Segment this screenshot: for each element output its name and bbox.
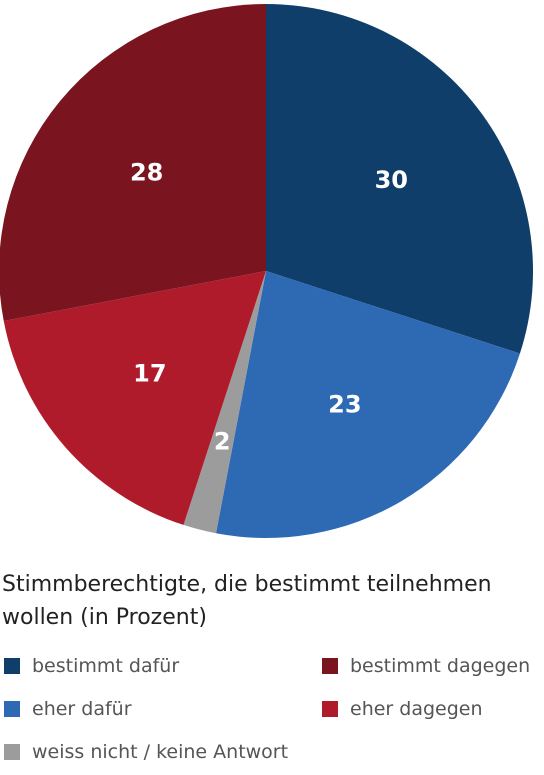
- pie-slices: [0, 4, 533, 538]
- legend-item-bestimmt-dagegen: bestimmt dagegen: [322, 655, 530, 677]
- pie-slice-eher-dafuer: [215, 271, 520, 538]
- pie-value-label-eher-dafuer: 23: [328, 390, 361, 418]
- pie-value-label-weiss-nicht-keine-antwort: 2: [214, 428, 231, 456]
- legend-item-eher-dagegen: eher dagegen: [322, 698, 483, 720]
- pie-slice-eher-dagegen: [3, 271, 266, 525]
- legend-swatch: [4, 658, 20, 674]
- pie-slice-weiss-nicht-keine-antwort: [183, 271, 266, 534]
- chart-legend: bestimmt dafür bestimmt dagegen eher daf…: [0, 650, 544, 770]
- pie-value-label-eher-dagegen: 17: [133, 359, 166, 387]
- pie-slice-bestimmt-dafuer: [266, 4, 533, 354]
- chart-caption: Stimmberechtigte, die bestimmt teilnehme…: [2, 572, 492, 630]
- legend-swatch: [322, 701, 338, 717]
- pie-value-labels: 30 23 2 17 28: [130, 158, 408, 455]
- legend-item-bestimmt-dafuer: bestimmt dafür: [4, 655, 179, 677]
- legend-item-weiss-nicht: weiss nicht / keine Antwort: [4, 741, 288, 763]
- legend-label: eher dagegen: [350, 698, 483, 720]
- legend-swatch: [4, 701, 20, 717]
- legend-swatch: [322, 658, 338, 674]
- legend-item-eher-dafuer: eher dafür: [4, 698, 132, 720]
- pie-chart: 30 23 2 17 28: [0, 4, 533, 538]
- pie-value-label-bestimmt-dagegen: 28: [130, 158, 163, 186]
- pie-value-label-bestimmt-dafuer: 30: [375, 166, 408, 194]
- legend-swatch: [4, 744, 20, 760]
- legend-label: bestimmt dafür: [32, 655, 180, 677]
- legend-label: weiss nicht / keine Antwort: [32, 741, 289, 763]
- legend-label: eher dafür: [32, 698, 132, 720]
- legend-label: bestimmt dagegen: [350, 655, 531, 677]
- pie-slice-bestimmt-dagegen: [0, 4, 266, 322]
